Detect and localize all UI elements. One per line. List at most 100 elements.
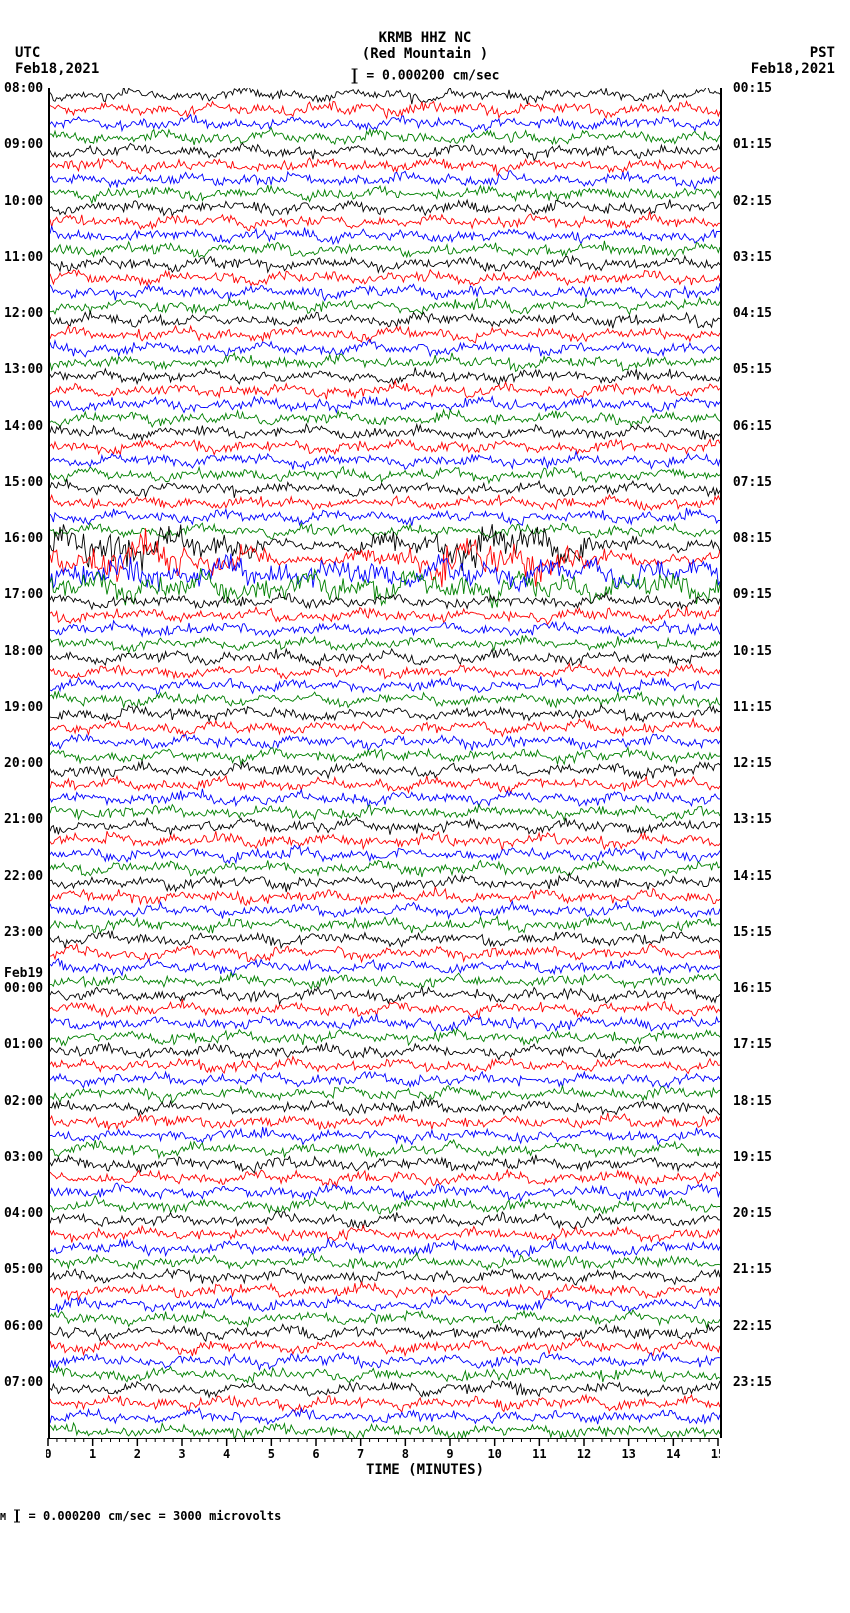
- seismic-trace: [50, 212, 720, 231]
- utc-hour-label: 16:00: [4, 531, 43, 546]
- seismic-trace: [50, 467, 720, 484]
- x-axis: 0123456789101112131415: [48, 1438, 718, 1462]
- pst-hour-label: 01:15: [733, 137, 772, 152]
- utc-hour-label: 04:00: [4, 1206, 43, 1221]
- seismic-trace: [50, 311, 720, 329]
- seismic-trace: [50, 1183, 720, 1201]
- x-tick-label: 1: [89, 1447, 96, 1458]
- scale-legend: = 0.000200 cm/sec: [351, 68, 500, 84]
- seismic-trace: [50, 326, 720, 343]
- seismic-trace: [50, 270, 720, 286]
- seismic-trace: [50, 789, 720, 808]
- utc-hour-label: 17:00: [4, 587, 43, 602]
- seismic-trace: [50, 1170, 720, 1187]
- pst-hour-label: 12:15: [733, 756, 772, 771]
- seismic-trace: [50, 1296, 720, 1313]
- pst-hour-label: 18:15: [733, 1094, 772, 1109]
- x-tick-label: 12: [577, 1447, 591, 1458]
- seismic-trace: [50, 523, 720, 539]
- scale-bar-icon: [351, 68, 359, 84]
- x-tick-label: 7: [357, 1447, 364, 1458]
- seismic-trace: [50, 101, 720, 118]
- utc-hour-label: 02:00: [4, 1094, 43, 1109]
- seismic-trace: [50, 1338, 720, 1356]
- utc-hour-label: 21:00: [4, 812, 43, 827]
- x-tick-label: 13: [621, 1447, 635, 1458]
- pst-hour-label: 06:15: [733, 419, 772, 434]
- pst-hour-label: 10:15: [733, 644, 772, 659]
- utc-hour-label: 22:00: [4, 869, 43, 884]
- seismic-trace: [50, 1211, 720, 1229]
- pst-hour-label: 14:15: [733, 869, 772, 884]
- utc-hour-label: 14:00: [4, 419, 43, 434]
- utc-hour-label: 18:00: [4, 644, 43, 659]
- seismic-trace: [50, 1226, 720, 1243]
- seismic-trace: [50, 1239, 720, 1257]
- utc-label: UTC: [15, 45, 99, 61]
- utc-hour-label: 11:00: [4, 250, 43, 265]
- seismic-trace: [50, 887, 720, 906]
- seismic-trace: [50, 185, 720, 203]
- utc-hour-label: 03:00: [4, 1150, 43, 1165]
- seismic-trace: [50, 115, 720, 133]
- seismic-trace: [50, 1282, 720, 1300]
- seismic-trace: [50, 439, 720, 454]
- seismic-trace: [50, 381, 720, 400]
- seismic-trace: [50, 1423, 720, 1438]
- seismic-trace: [50, 1367, 720, 1383]
- utc-hour-label: 01:00: [4, 1037, 43, 1052]
- seismic-trace: [50, 606, 720, 624]
- seismic-trace: [50, 1395, 720, 1412]
- seismic-trace: [50, 1043, 720, 1060]
- seismic-trace: [50, 495, 720, 510]
- utc-date-change: Feb19: [4, 966, 43, 981]
- utc-hour-label: 12:00: [4, 306, 43, 321]
- pst-hour-label: 11:15: [733, 700, 772, 715]
- seismic-trace: [50, 1086, 720, 1103]
- seismic-trace: [50, 297, 720, 314]
- helicorder-svg: [50, 88, 720, 1438]
- pst-hour-label: 00:15: [733, 81, 772, 96]
- x-tick-label: 5: [268, 1447, 275, 1458]
- seismic-trace: [50, 1408, 720, 1424]
- footer-text: M = 0.000200 cm/sec = 3000 microvolts: [0, 1509, 281, 1524]
- pst-hour-label: 13:15: [733, 812, 772, 827]
- header-right: PST Feb18,2021: [751, 45, 835, 77]
- x-tick-label: 8: [402, 1447, 409, 1458]
- seismic-trace: [50, 1268, 720, 1285]
- seismic-trace: [50, 691, 720, 707]
- seismic-trace: [50, 128, 720, 145]
- seismic-trace: [50, 804, 720, 821]
- pst-hour-label: 08:15: [733, 531, 772, 546]
- seismic-trace: [50, 339, 720, 356]
- seismic-trace: [50, 424, 720, 441]
- x-tick-label: 15: [711, 1447, 720, 1458]
- pst-hour-label: 20:15: [733, 1206, 772, 1221]
- seismic-trace: [50, 973, 720, 989]
- seismic-trace: [50, 705, 720, 722]
- pst-hour-label: 16:15: [733, 981, 772, 996]
- seismic-trace: [50, 649, 720, 666]
- station-id: KRMB HHZ NC: [362, 30, 488, 46]
- seismic-trace: [50, 1253, 720, 1270]
- x-tick-label: 11: [532, 1447, 546, 1458]
- seismic-trace: [50, 944, 720, 962]
- pst-hour-label: 21:15: [733, 1262, 772, 1277]
- utc-hour-label: 23:00: [4, 925, 43, 940]
- seismic-trace: [50, 734, 720, 751]
- seismic-trace: [50, 1099, 720, 1116]
- seismic-trace: [50, 776, 720, 794]
- pst-hour-label: 17:15: [733, 1037, 772, 1052]
- seismic-trace: [50, 1127, 720, 1145]
- seismic-trace: [50, 397, 720, 413]
- seismic-trace: [50, 524, 720, 571]
- seismic-trace: [50, 1029, 720, 1046]
- seismic-trace: [50, 761, 720, 779]
- header-left: UTC Feb18,2021: [15, 45, 99, 77]
- seismic-trace: [50, 916, 720, 933]
- seismic-trace: [50, 1310, 720, 1328]
- utc-hour-label: 20:00: [4, 756, 43, 771]
- seismic-trace: [50, 1324, 720, 1341]
- seismic-trace: [50, 901, 720, 919]
- seismic-trace: [50, 621, 720, 637]
